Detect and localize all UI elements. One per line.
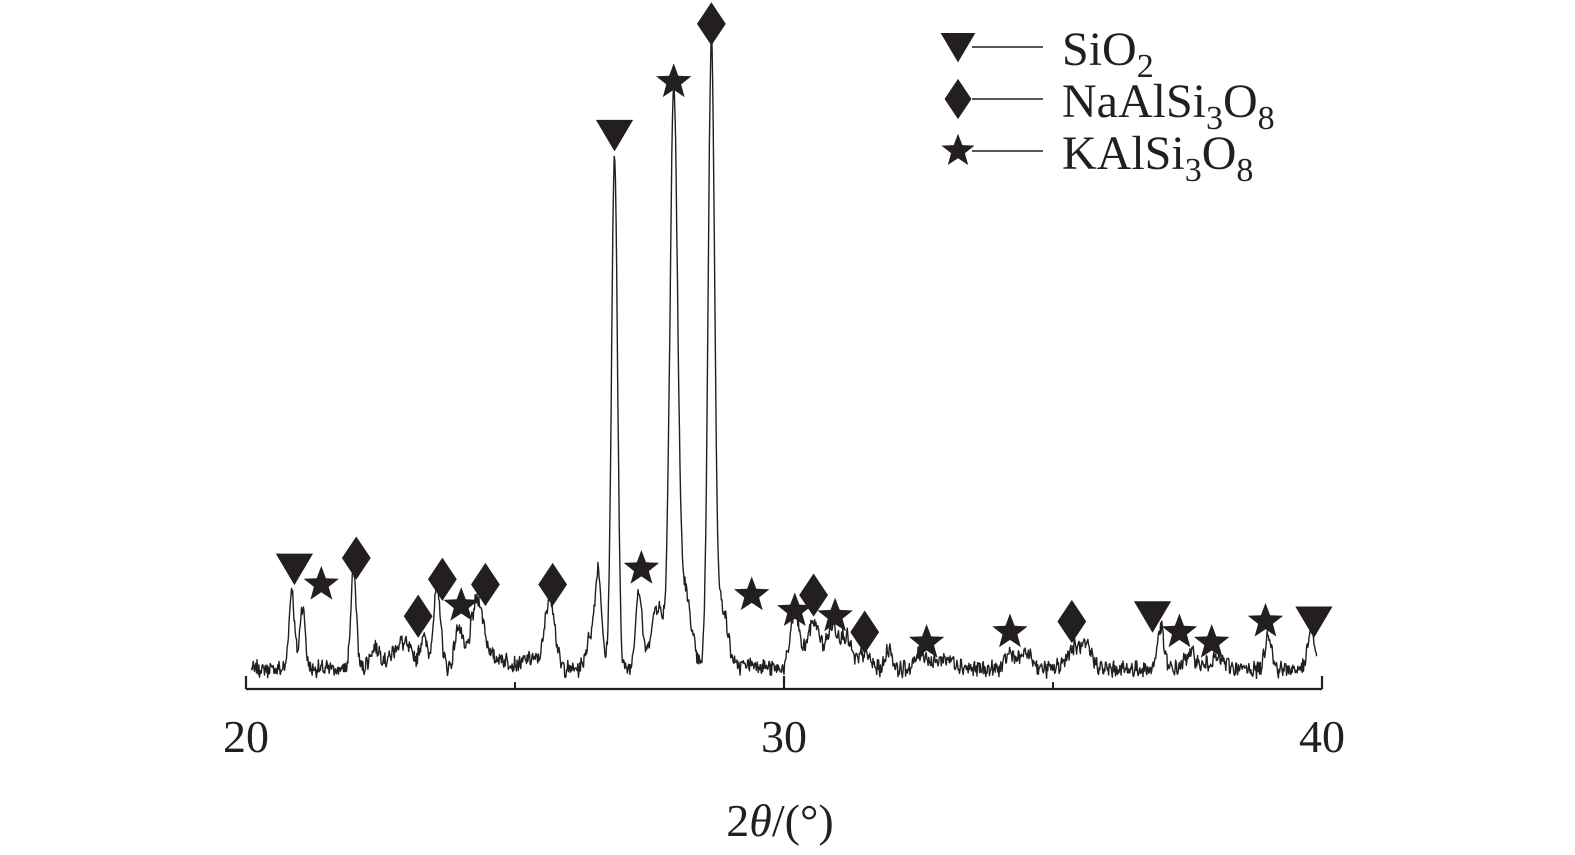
naalsi3o8-marker — [850, 610, 880, 654]
kalsi3o8-legend-icon — [941, 133, 975, 165]
legend-label: SiO2 — [1062, 23, 1154, 85]
legend-entry-sio2: SiO2 — [940, 23, 1154, 85]
legend-entry-kalsi3o8: KAlSi3O8 — [941, 127, 1253, 189]
kalsi3o8-marker — [992, 613, 1028, 648]
kalsi3o8-marker — [303, 565, 339, 600]
x-tick-label: 20 — [223, 711, 269, 762]
naalsi3o8-marker — [1057, 599, 1087, 644]
kalsi3o8-marker — [908, 624, 945, 658]
legend-entry-naalsi3o8: NaAlSi3O8 — [944, 75, 1275, 137]
sio2-marker — [275, 553, 314, 586]
legend-label: NaAlSi3O8 — [1062, 75, 1275, 137]
naalsi3o8-legend-icon — [944, 78, 972, 120]
kalsi3o8-marker — [656, 63, 692, 98]
x-tick-label: 40 — [1299, 711, 1345, 762]
plot-area — [250, 2, 1333, 680]
naalsi3o8-marker — [403, 594, 433, 638]
x-axis: 20 30 40 2θ/(°) — [223, 676, 1345, 846]
sio2-marker — [1295, 606, 1333, 639]
naalsi3o8-marker — [696, 2, 726, 46]
kalsi3o8-marker — [1194, 624, 1230, 658]
naalsi3o8-marker — [799, 573, 828, 617]
naalsi3o8-marker — [341, 536, 371, 580]
sio2-marker — [1133, 601, 1172, 633]
naalsi3o8-marker — [538, 562, 568, 607]
sio2-marker — [595, 119, 634, 152]
xrd-pattern-line — [250, 29, 1318, 680]
kalsi3o8-marker — [1247, 602, 1284, 637]
kalsi3o8-marker — [623, 550, 660, 584]
kalsi3o8-marker — [817, 597, 853, 632]
x-axis-title: 2θ/(°) — [726, 795, 833, 846]
kalsi3o8-marker — [1161, 613, 1198, 648]
legend-label: KAlSi3O8 — [1062, 127, 1253, 189]
kalsi3o8-marker — [777, 592, 813, 626]
kalsi3o8-marker — [734, 576, 770, 611]
sio2-legend-icon — [940, 33, 976, 63]
naalsi3o8-marker — [427, 557, 457, 601]
naalsi3o8-marker — [471, 562, 500, 607]
x-tick-label: 30 — [761, 711, 807, 762]
kalsi3o8-marker — [443, 587, 479, 621]
